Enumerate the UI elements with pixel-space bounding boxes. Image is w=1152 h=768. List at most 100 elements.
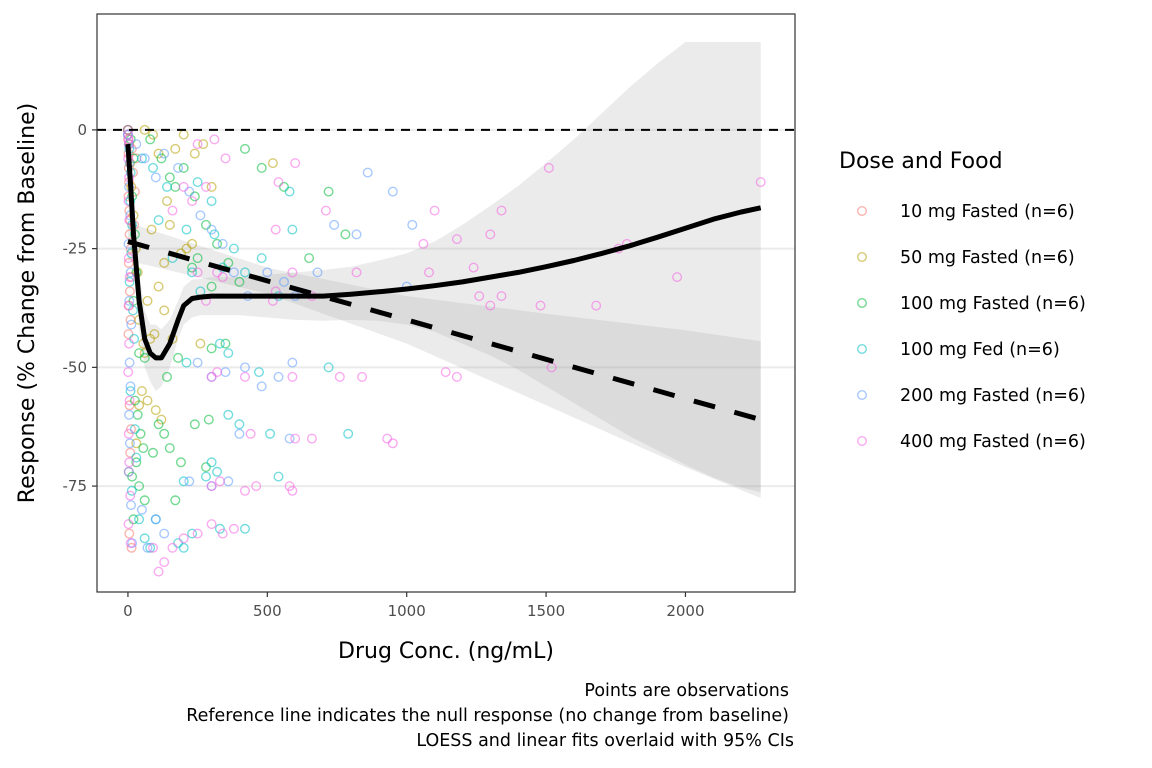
data-point [323, 186, 334, 197]
linear-fit-line [127, 239, 762, 423]
data-point [256, 253, 267, 264]
data-point [256, 162, 267, 173]
data-point [124, 528, 135, 539]
data-point [485, 229, 496, 240]
caption: Points are observations Reference line i… [186, 681, 794, 751]
data-point [124, 286, 135, 297]
data-point [245, 428, 256, 439]
data-point [153, 566, 164, 577]
legend-title: Dose and Food [839, 149, 1003, 174]
data-point [187, 196, 198, 207]
data-point [136, 386, 147, 397]
data-point [159, 257, 170, 268]
plot-panel [97, 14, 795, 592]
data-point [142, 542, 153, 553]
data-point [206, 181, 217, 192]
data-point [287, 224, 298, 235]
legend-item: 10 mg Fasted (n=6) [857, 202, 1075, 222]
data-point [474, 291, 485, 302]
data-point [125, 386, 136, 397]
data-point [306, 433, 317, 444]
data-point [387, 438, 398, 449]
data-point [161, 181, 172, 192]
data-point [287, 267, 298, 278]
legend-item: 100 mg Fed (n=6) [857, 340, 1060, 360]
data-point [134, 514, 145, 525]
legend-item: 100 mg Fasted (n=6) [857, 294, 1086, 314]
fit-lines [125, 143, 762, 423]
observation-points [122, 124, 766, 577]
data-point [304, 253, 315, 264]
legend-item: 50 mg Fasted (n=6) [857, 248, 1075, 268]
data-point [124, 457, 135, 468]
data-point [543, 162, 554, 173]
data-point [340, 229, 351, 240]
data-point [351, 267, 362, 278]
data-point [407, 219, 418, 230]
data-point [273, 471, 284, 482]
legend-key-circle-icon [857, 298, 868, 309]
data-point [270, 224, 281, 235]
data-point [290, 433, 301, 444]
data-point [147, 162, 158, 173]
data-point [214, 476, 225, 487]
data-point [159, 557, 170, 568]
data-point [323, 362, 334, 373]
legend-key-circle-icon [857, 251, 868, 262]
panel-border [96, 13, 796, 593]
data-point [159, 428, 170, 439]
x-axis-title: Drug Conc. (ng/mL) [338, 639, 554, 664]
legend-key-circle-icon [857, 205, 868, 216]
data-point [142, 395, 153, 406]
data-point [239, 143, 250, 154]
data-point [123, 134, 134, 145]
legend: Dose and Food 10 mg Fasted (n=6) 50 mg Fa… [839, 149, 1086, 452]
data-point [755, 177, 766, 188]
data-point [175, 457, 186, 468]
data-point [195, 210, 206, 221]
data-point [125, 424, 136, 435]
data-point [153, 148, 164, 159]
data-point [212, 466, 223, 477]
data-point [131, 139, 142, 150]
data-point [159, 305, 170, 316]
data-point [239, 485, 250, 496]
data-point [273, 371, 284, 382]
data-point [173, 162, 184, 173]
data-point [125, 447, 136, 458]
data-point [234, 419, 245, 430]
data-point [124, 438, 135, 449]
data-point [287, 485, 298, 496]
data-point [239, 267, 250, 278]
data-point [123, 300, 134, 311]
data-point [251, 481, 262, 492]
data-point [198, 139, 209, 150]
y-tick-label: -50 [63, 358, 88, 376]
data-point [124, 409, 135, 420]
data-point [496, 291, 507, 302]
data-point [200, 471, 211, 482]
linear-ci-band [127, 222, 761, 498]
data-point [124, 338, 135, 349]
data-point [192, 267, 203, 278]
data-point [239, 371, 250, 382]
data-point [206, 481, 217, 492]
data-point [192, 253, 203, 264]
data-point [262, 267, 273, 278]
data-point [178, 533, 189, 544]
data-point [265, 428, 276, 439]
data-point [125, 381, 136, 392]
data-point [290, 158, 301, 169]
legend-key-circle-icon [857, 390, 868, 401]
data-point [206, 457, 217, 468]
legend-label: 100 mg Fasted (n=6) [900, 294, 1086, 314]
caption-line-1: Points are observations [584, 681, 789, 701]
data-point [156, 153, 167, 164]
data-point [424, 267, 435, 278]
legend-label: 200 mg Fasted (n=6) [900, 386, 1086, 406]
data-point [228, 243, 239, 254]
data-point [220, 153, 231, 164]
data-point [159, 148, 170, 159]
data-point [287, 371, 298, 382]
data-point [189, 419, 200, 430]
